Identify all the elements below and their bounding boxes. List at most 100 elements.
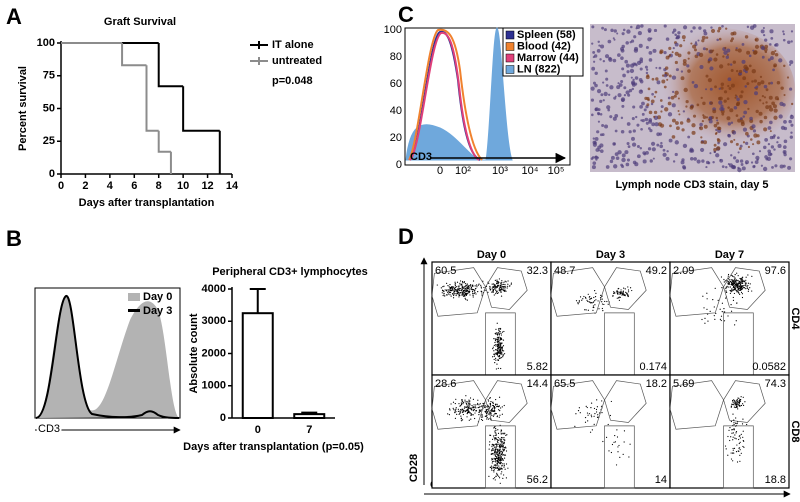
event-dot [503, 463, 505, 465]
event-dot [616, 293, 619, 295]
cell-nucleus [765, 101, 768, 104]
event-dot [494, 430, 496, 432]
cell-nucleus [719, 64, 724, 69]
cell-nucleus [783, 145, 787, 149]
event-dot [744, 284, 746, 286]
event-dot [607, 303, 609, 305]
cell-nucleus [692, 26, 696, 30]
event-dot [464, 292, 466, 294]
event-dot [704, 322, 706, 324]
event-dot [499, 451, 501, 453]
event-dot [501, 283, 503, 286]
event-dot [493, 467, 495, 469]
event-dot [728, 286, 730, 288]
cell-nucleus [599, 113, 603, 116]
cell-nucleus [593, 60, 596, 63]
event-dot [733, 292, 736, 295]
event-dot [590, 302, 592, 304]
cell-nucleus [662, 152, 667, 157]
event-dot [495, 465, 497, 467]
event-dot [494, 479, 496, 481]
event-dot [492, 452, 494, 455]
cell-nucleus [621, 157, 626, 163]
event-dot [500, 445, 502, 448]
event-dot [721, 287, 723, 289]
cell-nucleus [628, 88, 633, 93]
event-dot [735, 401, 737, 403]
cell-nucleus [789, 135, 794, 139]
cell-nucleus [734, 94, 737, 97]
event-dot [497, 359, 499, 361]
event-dot [492, 478, 494, 480]
event-dot [497, 474, 499, 476]
cell-nucleus [776, 141, 779, 144]
event-dot [498, 405, 501, 407]
event-dot [730, 291, 733, 293]
cell-nucleus [761, 94, 765, 98]
cell-nucleus [592, 137, 595, 140]
cell-nucleus [696, 159, 701, 164]
event-dot [503, 474, 505, 476]
event-dot [591, 302, 593, 304]
cell-nucleus [747, 145, 751, 149]
event-dot [586, 406, 588, 409]
event-dot [497, 439, 499, 442]
event-dot [496, 292, 499, 295]
event-dot [484, 410, 486, 413]
event-dot [498, 346, 501, 348]
cell-nucleus [667, 96, 671, 100]
event-dot [501, 471, 503, 473]
cell-nucleus [779, 164, 784, 169]
event-dot [444, 289, 446, 291]
event-dot [463, 294, 465, 296]
cell-nucleus [697, 39, 700, 42]
event-dot [501, 465, 503, 467]
event-dot [617, 446, 619, 448]
event-dot [461, 400, 463, 402]
event-dot [585, 309, 587, 311]
y-tick-label: 3000 [202, 315, 226, 327]
event-dot [494, 448, 497, 450]
event-dot [486, 418, 488, 420]
cell-nucleus [628, 130, 632, 134]
event-dot [745, 282, 747, 284]
cell-nucleus [613, 38, 616, 41]
event-dot [486, 417, 488, 419]
cell-nucleus [681, 128, 685, 132]
cell-nucleus [659, 123, 665, 128]
event-dot [474, 285, 476, 287]
cell-nucleus [726, 97, 730, 101]
event-dot [504, 290, 506, 292]
cell-nucleus [696, 103, 700, 107]
event-dot [494, 443, 497, 445]
event-dot [736, 272, 738, 274]
event-dot [491, 286, 494, 288]
event-dot [497, 457, 499, 459]
event-dot [449, 294, 451, 296]
cell-nucleus [604, 69, 608, 73]
event-dot [734, 404, 736, 406]
event-dot [503, 330, 505, 333]
cell-nucleus [641, 112, 645, 116]
event-dot [594, 300, 596, 302]
event-dot [497, 432, 500, 434]
event-dot [490, 466, 492, 469]
event-dot [471, 288, 473, 291]
cell-nucleus [727, 106, 730, 109]
cell-nucleus [665, 156, 670, 161]
event-dot [461, 294, 463, 296]
cell-nucleus [732, 31, 737, 36]
event-dot [614, 292, 616, 294]
event-dot [500, 345, 502, 347]
event-dot [502, 477, 504, 479]
legend-label: Blood (42) [517, 40, 571, 52]
event-dot [481, 419, 484, 422]
event-dot [446, 294, 448, 296]
event-dot [590, 414, 592, 416]
event-dot [577, 410, 580, 412]
event-dot [727, 454, 729, 456]
cell-nucleus [614, 152, 619, 157]
event-dot [629, 443, 631, 445]
event-dot [459, 284, 461, 286]
